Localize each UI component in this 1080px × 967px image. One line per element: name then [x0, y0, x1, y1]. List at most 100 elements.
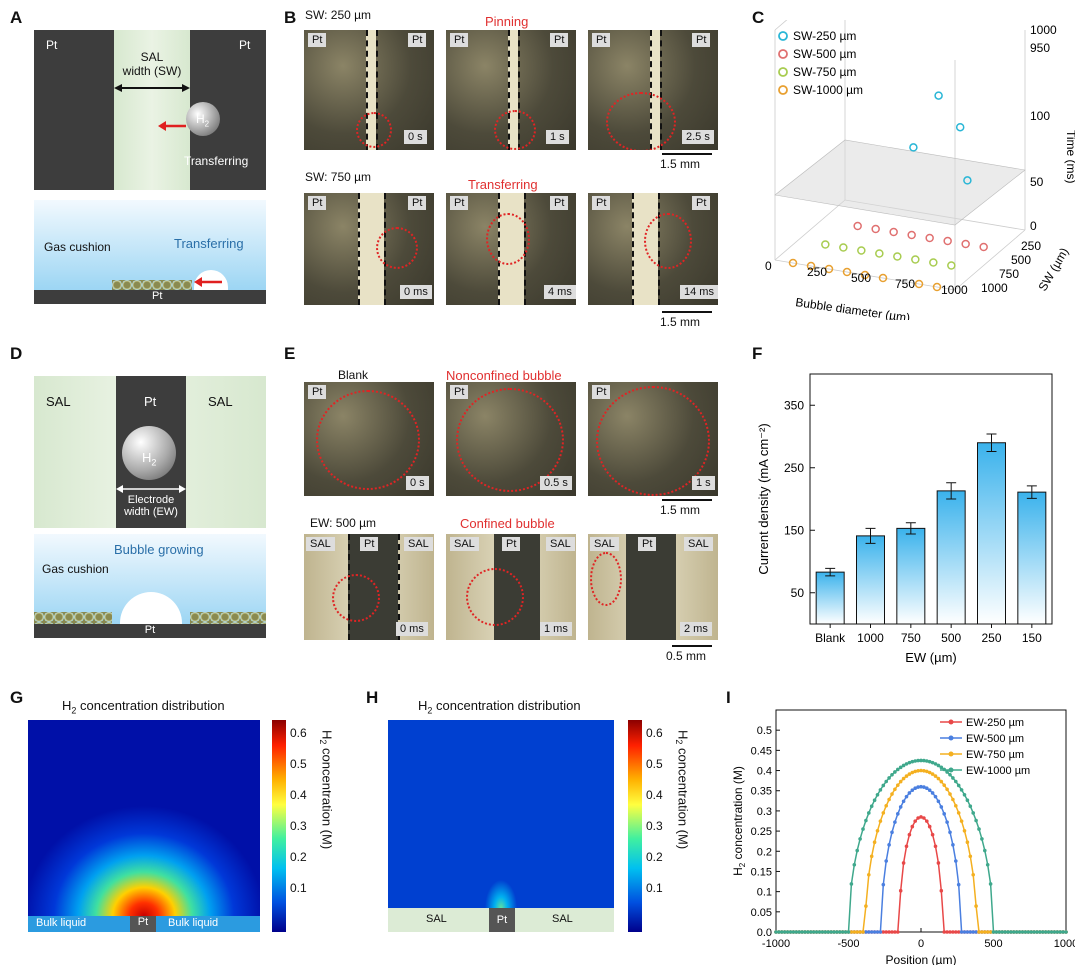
data-point [936, 861, 941, 865]
colorbar-tick-label: 0.4 [646, 788, 663, 802]
data-point [907, 760, 912, 765]
data-point [932, 282, 942, 292]
data-point [939, 779, 944, 784]
data-point [945, 820, 949, 824]
data-point [896, 812, 900, 816]
data-point [983, 930, 987, 934]
legend-marker [778, 67, 788, 77]
bar [977, 442, 1006, 625]
data-point [962, 829, 967, 833]
data-point [954, 803, 958, 808]
data-point [806, 261, 816, 271]
data-point [1003, 930, 1007, 934]
data-point [806, 930, 810, 934]
data-point [985, 862, 990, 867]
pt-label: Pt [46, 38, 58, 52]
data-point [910, 824, 915, 829]
data-point [817, 930, 822, 934]
data-point [977, 827, 981, 831]
data-point [869, 930, 874, 934]
bubble-outline [596, 386, 710, 496]
data-point [942, 812, 946, 816]
x-tick-label: 0 [918, 938, 924, 950]
data-point [890, 772, 894, 777]
blank-label: Blank [338, 368, 369, 382]
data-point [988, 930, 993, 934]
data-point [890, 792, 894, 796]
micrograph: Pt 0 s [304, 382, 434, 496]
data-point [1000, 930, 1004, 934]
panel-label-d: D [10, 344, 23, 363]
data-point [788, 258, 798, 268]
data-point [919, 815, 923, 819]
panel-d-schematic-top: SAL Pt SAL H2 Electrode width (EW) [34, 376, 266, 528]
concentration-map [388, 720, 614, 908]
concentration-map [28, 720, 260, 916]
micrograph: SAL Pt SAL 0 ms [304, 534, 434, 640]
data-point [945, 930, 949, 934]
data-point [933, 762, 938, 766]
data-point [910, 788, 915, 792]
y-tick-label: 0.45 [751, 745, 772, 757]
y-tick-label: 0.0 [757, 927, 772, 939]
y-axis-label: Time (ms) [1064, 130, 1075, 184]
data-point [1049, 930, 1054, 934]
data-point [1055, 930, 1060, 934]
data-point [930, 760, 935, 765]
legend-label: SW-250 µm [793, 29, 856, 43]
data-point [922, 758, 926, 763]
panel-label-g: G [10, 688, 24, 707]
data-point [956, 930, 961, 934]
data-point [951, 843, 955, 847]
legend-label: EW-250 µm [966, 717, 1024, 729]
ew-label: EW: 500 µm [310, 516, 377, 530]
sal-label: SAL [46, 394, 71, 409]
data-point [871, 224, 880, 234]
series-line [776, 769, 1066, 933]
pt-tag: Pt [550, 196, 569, 210]
panel-a-schematic-top: Pt Pt SAL width (SW) H2 Transferring [34, 30, 266, 190]
data-point [980, 837, 984, 841]
panel-label-e: E [284, 344, 296, 363]
micrograph: Pt 1 s [588, 382, 718, 496]
colorbar [272, 720, 286, 932]
data-point [910, 759, 915, 764]
data-point [948, 792, 952, 796]
panel-g-title: H2 concentration distribution [62, 698, 225, 716]
bubble-outline [606, 92, 676, 150]
data-point [896, 930, 900, 934]
data-point [962, 792, 967, 797]
data-point [974, 818, 978, 823]
time-tag: 0 s [404, 130, 427, 144]
chart-c-3d-scatter: SW-250 µm SW-500 µm SW-750 µm SW-1000 µm 10… [765, 20, 1075, 320]
data-point [971, 872, 975, 877]
data-point [821, 240, 830, 249]
data-point [855, 848, 859, 853]
bar [815, 571, 845, 625]
nonconfined-label: Nonconfined bubble [446, 368, 562, 383]
pinning-label: Pinning [485, 14, 529, 29]
sal-tag: SAL [306, 537, 335, 551]
colorbar-tick-label: 0.5 [290, 757, 307, 771]
data-point [893, 252, 902, 261]
legend-marker [778, 49, 788, 59]
bubble-icon [122, 426, 176, 480]
data-point [968, 930, 973, 934]
data-point [872, 840, 877, 845]
x-tick-label: 250 [981, 631, 1001, 645]
time-tag: 0 ms [400, 285, 432, 299]
data-point [913, 819, 917, 823]
z-tick: 500 [1011, 253, 1031, 267]
data-point [1058, 930, 1062, 934]
x-axis-label: EW (µm) [905, 650, 957, 665]
data-point [864, 818, 868, 823]
data-point [1029, 930, 1033, 934]
legend-label: SW-750 µm [793, 65, 856, 79]
data-point [927, 770, 932, 775]
scale-label: 1.5 mm [660, 157, 701, 171]
data-point [867, 930, 871, 934]
data-point [849, 882, 854, 886]
double-arrow-icon [116, 485, 186, 493]
data-point [1035, 930, 1039, 934]
data-point [971, 930, 975, 934]
